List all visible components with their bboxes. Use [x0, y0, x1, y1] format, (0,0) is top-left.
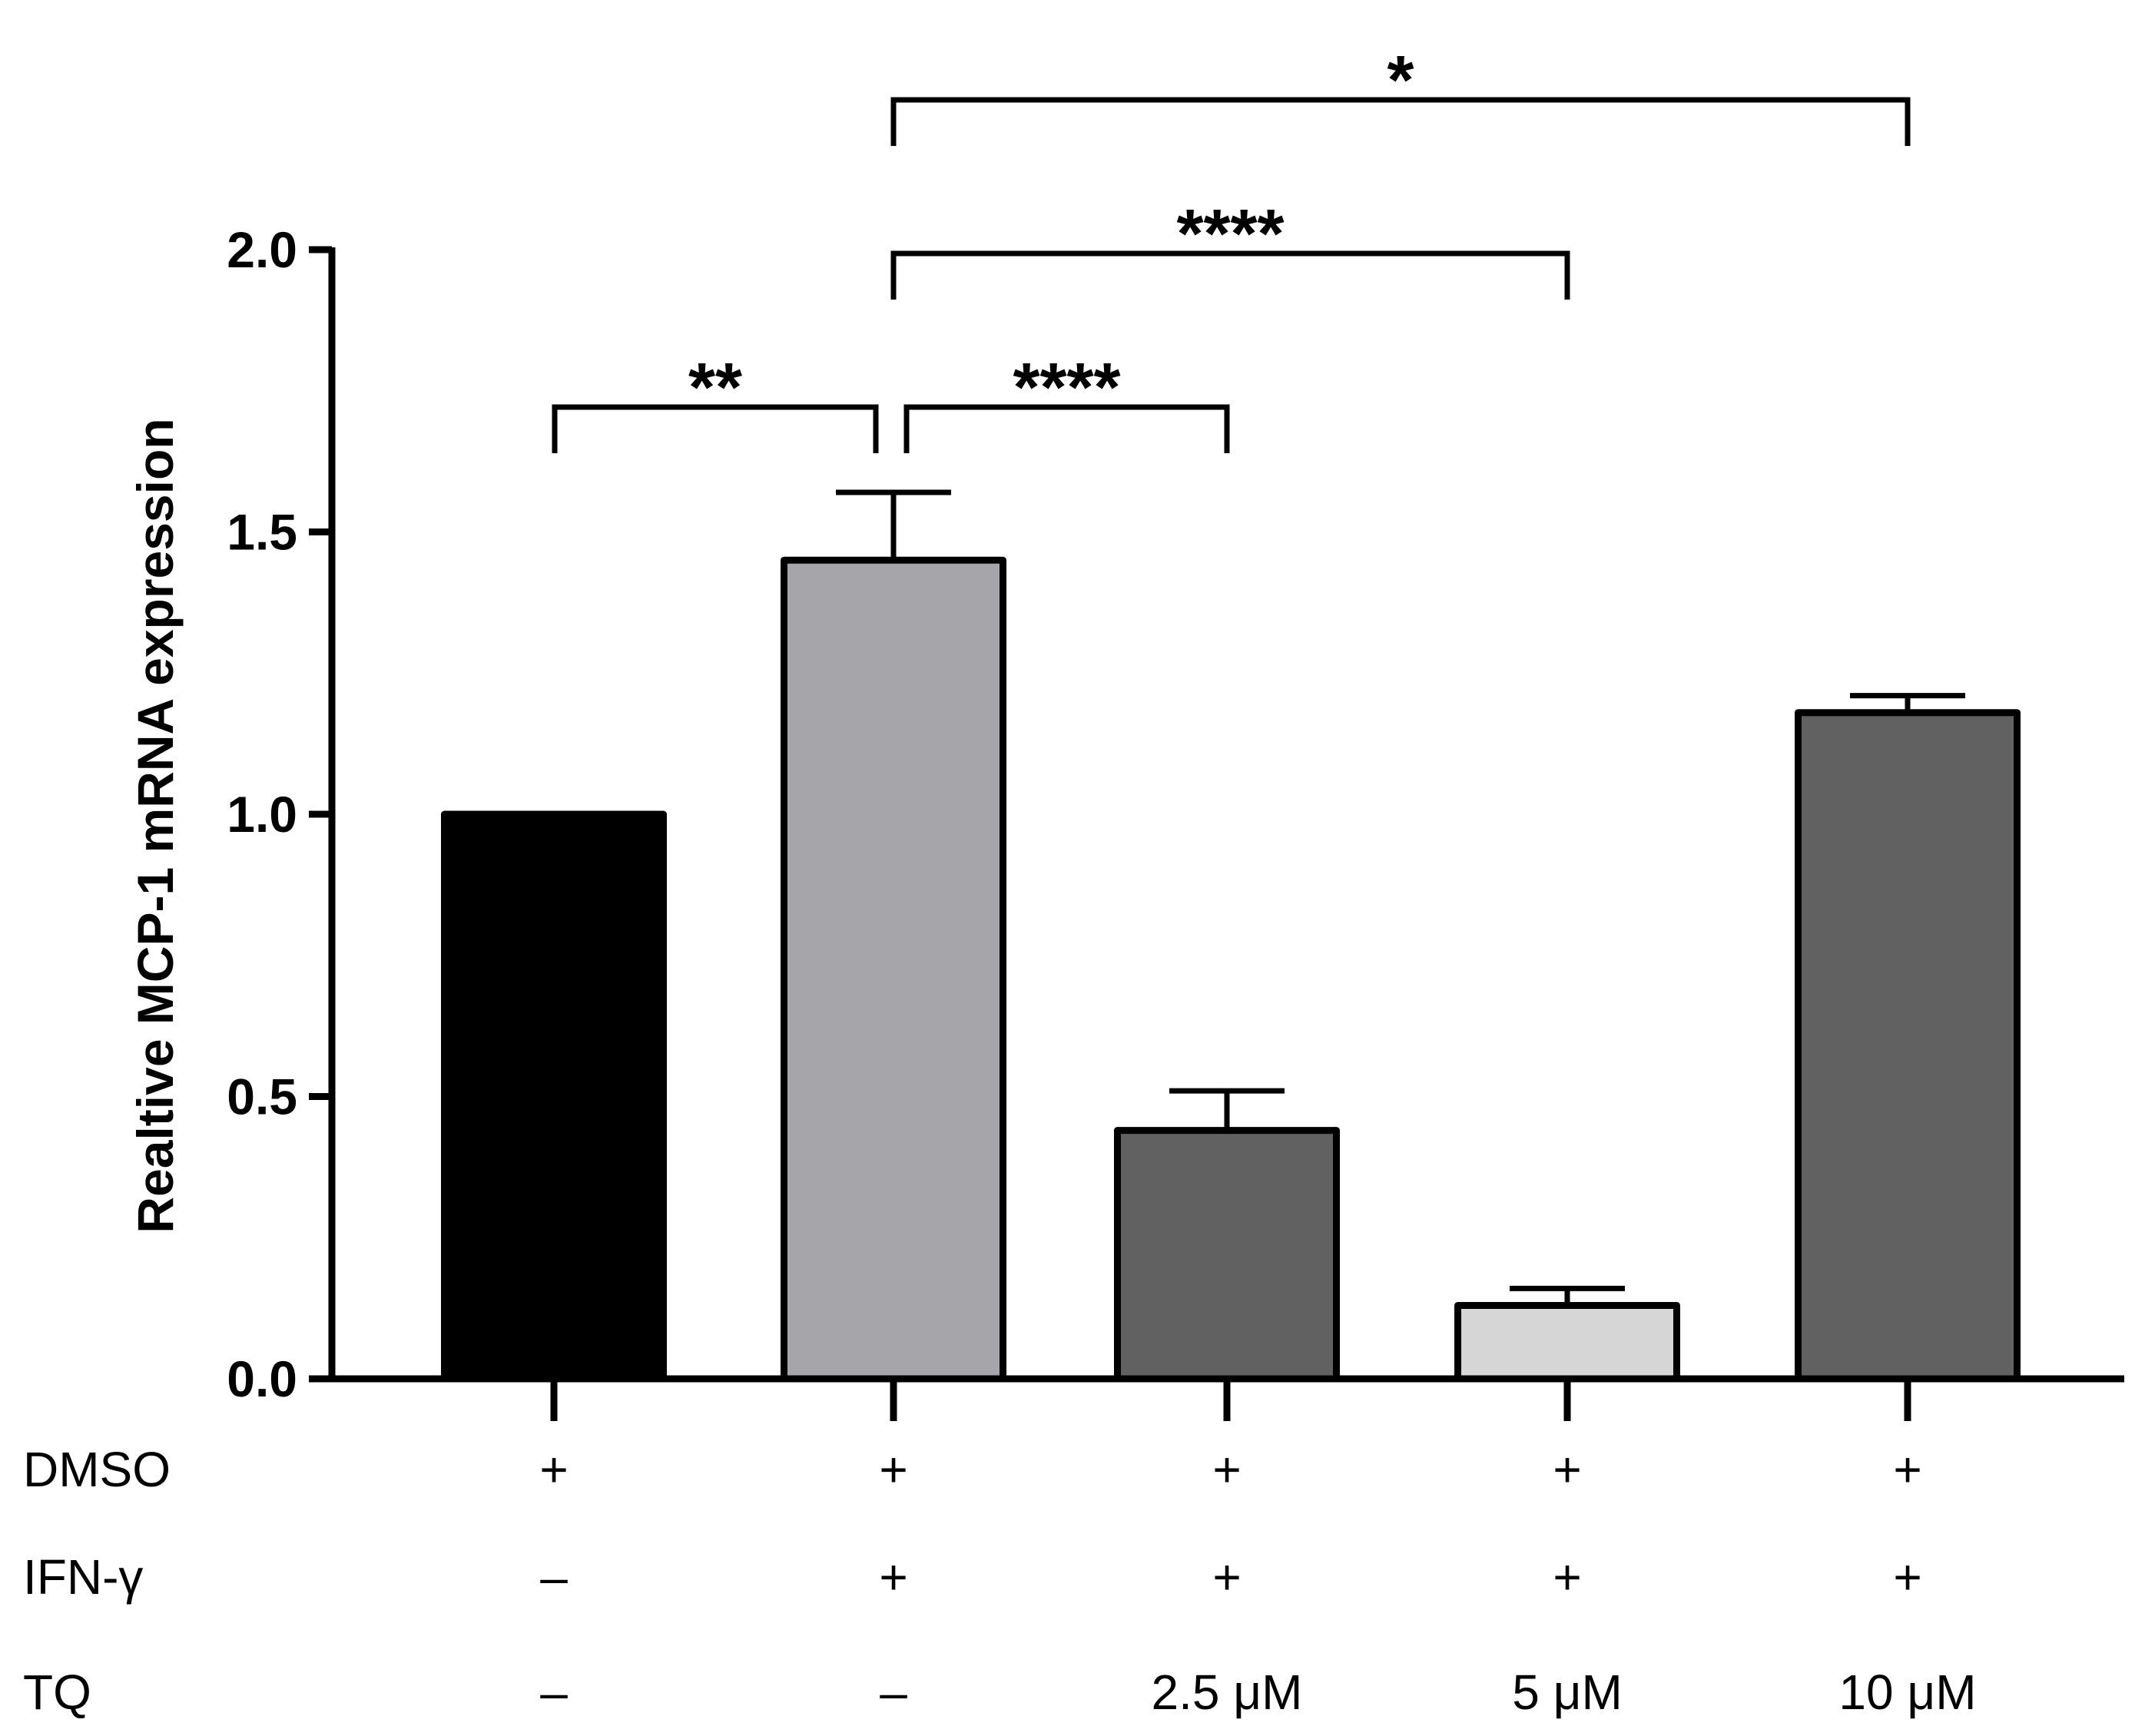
condition-cell: +: [879, 1549, 907, 1605]
bar-3: [1114, 1127, 1340, 1383]
condition-cell: +: [1212, 1442, 1241, 1497]
significance-bracket-2: [903, 404, 1230, 453]
significance-label-1: **: [688, 350, 742, 426]
y-tick-label: 1.0: [227, 786, 297, 843]
condition-cell: 2.5 μM: [1152, 1665, 1303, 1720]
condition-row-label: TQ: [23, 1665, 91, 1720]
bar-1: [441, 810, 667, 1383]
condition-cell: +: [1212, 1549, 1241, 1605]
condition-cell: –: [540, 1549, 568, 1605]
condition-cell: +: [1893, 1442, 1921, 1497]
condition-cell: +: [879, 1442, 907, 1497]
axes: 0.0 0.5 1.0 1.5 2.0: [227, 221, 2124, 1421]
condition-row-label: IFN-γ: [23, 1549, 143, 1605]
significance-label-4: *: [1387, 42, 1414, 119]
bar-4: [1454, 1301, 1680, 1383]
condition-table: DMSO + + + + + IFN-γ – + + + + TQ – – 2.5 μM 5 μM 10 μM: [23, 1442, 1977, 1720]
condition-cell: +: [1893, 1549, 1921, 1605]
significance-brackets: ** *********: [552, 42, 1911, 453]
condition-cell: +: [1553, 1549, 1581, 1605]
y-tick-label: 0.5: [227, 1068, 297, 1125]
condition-cell: –: [540, 1665, 568, 1720]
bar-2: [781, 556, 1006, 1383]
significance-label-2: ****: [1013, 350, 1120, 426]
condition-cell: 10 μM: [1838, 1665, 1976, 1720]
bars: [441, 556, 2021, 1383]
y-tick-label: 0.0: [227, 1350, 297, 1407]
y-tick-label: 2.0: [227, 221, 297, 278]
condition-row-label: DMSO: [23, 1442, 171, 1497]
significance-bracket-4: [890, 97, 1911, 146]
condition-cell: 5 μM: [1512, 1665, 1623, 1720]
significance-bracket-3: [890, 250, 1570, 300]
significance-label-3: ****: [1176, 196, 1284, 273]
error-bars: [836, 489, 1965, 1306]
significance-bracket-1: [552, 404, 879, 453]
condition-cell: –: [880, 1665, 907, 1720]
condition-cell: +: [1553, 1442, 1581, 1497]
bar-5: [1795, 709, 2021, 1383]
y-tick-label: 1.5: [227, 504, 297, 561]
condition-cell: +: [539, 1442, 568, 1497]
y-axis-title: Realtive MCP-1 mRNA expression: [127, 418, 184, 1233]
